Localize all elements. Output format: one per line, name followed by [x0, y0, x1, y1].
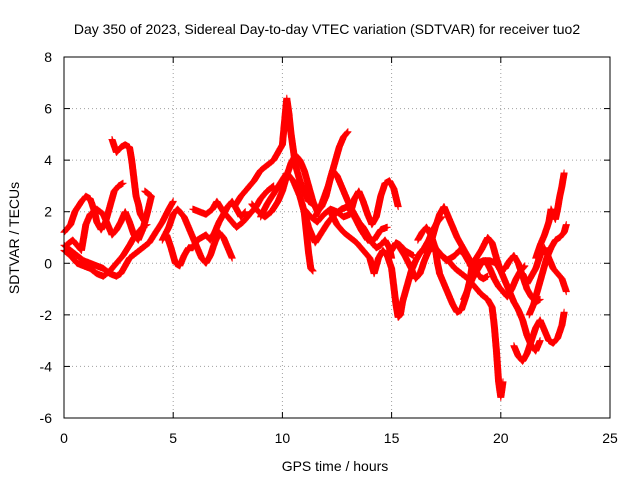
x-tick-label: 25: [602, 430, 618, 446]
x-tick-label: 0: [60, 430, 68, 446]
series-track-19: [431, 244, 507, 401]
y-tick-label: 8: [44, 49, 52, 65]
plot-frame: [63, 56, 611, 419]
x-tick-label: 20: [493, 430, 509, 446]
x-axis-label: GPS time / hours: [282, 458, 389, 474]
y-tick-label: 0: [44, 255, 52, 271]
y-tick-label: 4: [44, 152, 52, 168]
series-track-7: [163, 197, 249, 270]
series-track-22: [510, 308, 568, 365]
y-tick-label: -2: [40, 307, 53, 323]
chart-title: Day 350 of 2023, Sidereal Day-to-day VTE…: [74, 21, 581, 37]
series-track-5: [108, 136, 149, 226]
data-series: [60, 94, 570, 401]
x-tick-label: 10: [275, 430, 291, 446]
y-tick-label: 2: [44, 204, 52, 220]
y-axis-label: SDTVAR / TECUs: [6, 182, 22, 294]
x-tick-label: 5: [169, 430, 177, 446]
y-tick-label: 6: [44, 101, 52, 117]
series-track-3: [62, 187, 155, 254]
axis-ticks: 0 5 10 15 20 25 -6 -4 -2 0 2 4 6 8: [40, 49, 618, 446]
y-tick-label: -6: [40, 410, 53, 426]
series-track-27: [298, 200, 391, 247]
y-tick-label: -4: [40, 358, 53, 374]
series-track-26: [460, 257, 529, 303]
series-track-25: [525, 221, 570, 319]
x-tick-label: 15: [384, 430, 400, 446]
